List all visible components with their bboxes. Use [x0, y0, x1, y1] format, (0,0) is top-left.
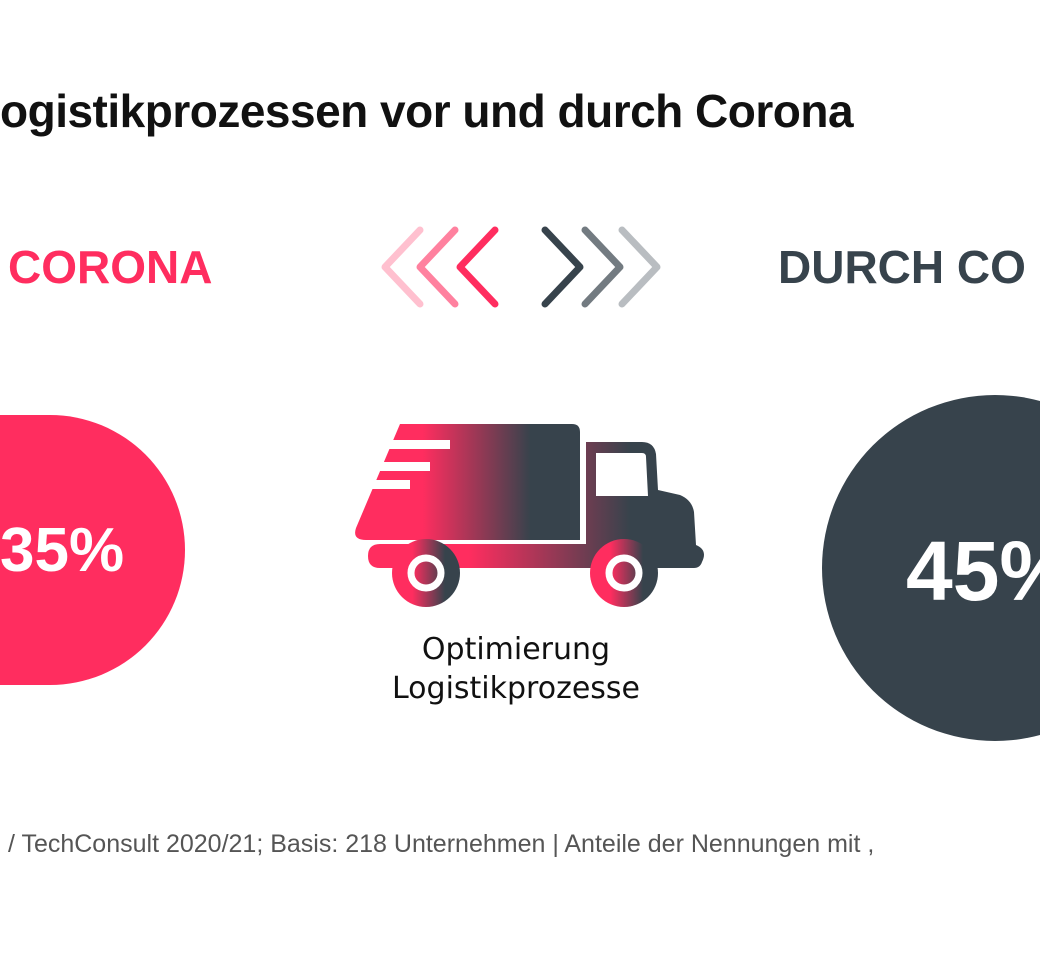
header-before-corona: CORONA	[8, 241, 213, 293]
chevrons-icon	[381, 226, 661, 308]
chevron-left-icon	[456, 226, 499, 308]
chevron-right-icon	[581, 226, 624, 308]
chevron-right-icon	[541, 226, 584, 308]
chevron-left-icon	[381, 226, 424, 308]
caption-line-2: Logistikprozesse	[391, 671, 640, 706]
value-label-before: 35%	[0, 516, 125, 585]
truck-icon	[355, 424, 704, 607]
value-label-during: 45%	[906, 524, 1040, 618]
bar-during-corona: 45%	[822, 395, 1040, 741]
bar-during-corona-circle	[822, 395, 1040, 741]
metric-caption: Optimierung Logistikprozesse	[360, 630, 672, 708]
header-during-corona: DURCH CO	[778, 241, 1026, 293]
chevron-left-icon	[416, 226, 459, 308]
page-title: ogistikprozessen vor und durch Corona	[0, 85, 854, 137]
source-footnote: / TechConsult 2020/21; Basis: 218 Untern…	[8, 830, 875, 858]
chevron-right-icon	[618, 226, 661, 308]
caption-line-1: Optimierung	[421, 632, 611, 667]
